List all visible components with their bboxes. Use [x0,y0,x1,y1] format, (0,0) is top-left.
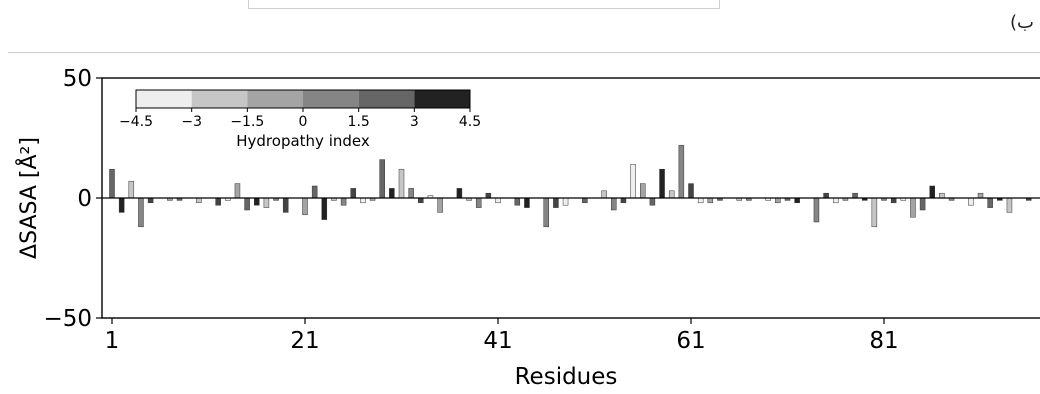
bar-residue-30 [389,188,395,199]
bar-residue-16 [254,197,260,206]
bar-residue-10 [196,197,202,204]
bar-residue-70 [775,197,781,204]
bar-residue-35 [437,197,443,213]
colorbar-segment [414,90,470,108]
bar-residue-43 [514,197,521,206]
bar-residue-92 [987,197,993,208]
bar-residue-78 [852,192,858,199]
x-tick-label: 41 [483,328,512,354]
colorbar-segment [136,90,192,108]
x-axis-label: Residues [515,364,618,390]
bar-residue-82 [890,197,897,204]
bar-residue-61 [688,183,694,199]
bar-residue-74 [813,197,820,223]
bar-residue-46 [543,197,549,228]
colorbar-segment [247,90,303,108]
x-tick-label: 21 [290,328,319,354]
bar-residue-47 [553,197,559,208]
colorbar-label: Hydropathy index [236,132,370,150]
bar-residue-26 [350,188,356,199]
bar-residue-55 [630,164,636,199]
colorbar-segment [358,90,415,108]
bar-residue-19 [282,197,289,213]
bar-residue-50 [582,197,588,204]
y-tick-label: −50 [43,306,92,332]
bar-residue-15 [244,197,250,211]
bar-residue-94 [1006,197,1013,213]
bar-residue-63 [707,197,714,204]
colorbar-tick-label: 1.5 [348,114,370,130]
bar-residue-14 [234,183,241,199]
bar-residue-86 [929,185,935,199]
y-tick-label: 0 [77,186,92,212]
bar-residue-40 [485,192,492,199]
colorbar-tick-label: 4.5 [459,114,481,130]
bar-residue-33 [418,197,424,204]
colorbar-tick-label: 3 [410,114,419,130]
bar-residue-76 [833,197,839,204]
bar-residue-53 [611,197,617,211]
panel-divider [8,52,1040,53]
bar-residue-52 [601,190,607,199]
bar-residue-1 [109,168,115,199]
bar-residue-84 [910,197,916,218]
bar-residue-3 [128,180,135,199]
bar-residue-85 [919,197,926,211]
bar-residue-90 [968,197,974,206]
bar-residue-22 [311,185,318,199]
bar-residue-27 [360,197,366,204]
bar-residue-32 [408,188,414,199]
bar-residue-54 [620,197,627,204]
bar-residue-72 [794,197,800,204]
bar-residue-5 [147,197,154,204]
bar-residue-80 [871,197,878,228]
bar-residue-75 [823,192,829,199]
colorbar-tick-label: −1.5 [230,114,264,130]
y-axis-label: ΔSASA [Å²] [15,137,42,259]
bar-residue-48 [562,197,569,206]
colorbar-tick-label: 0 [299,114,308,130]
bar-residue-2 [118,197,125,213]
bar-residue-62 [697,197,704,204]
bar-residue-37 [456,188,463,199]
bar-residue-12 [215,197,221,206]
bar-residue-87 [939,192,945,199]
bar-residue-57 [649,197,656,206]
y-axis: −50 0 50 [43,66,102,332]
bar-residue-4 [138,197,144,228]
bar-residue-29 [379,159,385,199]
bar-residue-56 [640,183,646,199]
x-axis: 121416181101121141161181 [105,318,899,354]
colorbar-segment [303,90,359,108]
bar-residue-39 [475,197,482,208]
colorbar-tick-label: −4.5 [119,114,153,130]
bar-residue-25 [340,197,347,206]
top-panel-edge [248,0,720,9]
y-tick-label: 50 [63,66,92,92]
bar-residue-17 [263,197,270,208]
bar-residue-91 [977,192,984,199]
hydropathy-colorbar: −4.5 −3 −1.5 0 1.5 3 4.5 [119,89,481,130]
bar-residue-31 [398,168,405,199]
colorbar-tick-label: −3 [181,114,202,130]
x-tick-label: 1 [105,328,120,354]
bar-residue-44 [524,197,530,208]
x-tick-label: 61 [676,328,705,354]
bar-residue-60 [678,144,685,199]
bar-residue-21 [302,197,308,216]
x-tick-label: 81 [869,328,898,354]
colorbar-segment [191,90,248,108]
bar-residue-59 [668,190,675,199]
bar-residue-58 [659,168,665,199]
corner-label: (ب [1010,12,1034,33]
bar-residue-23 [321,197,328,220]
bar-residue-41 [495,197,501,204]
